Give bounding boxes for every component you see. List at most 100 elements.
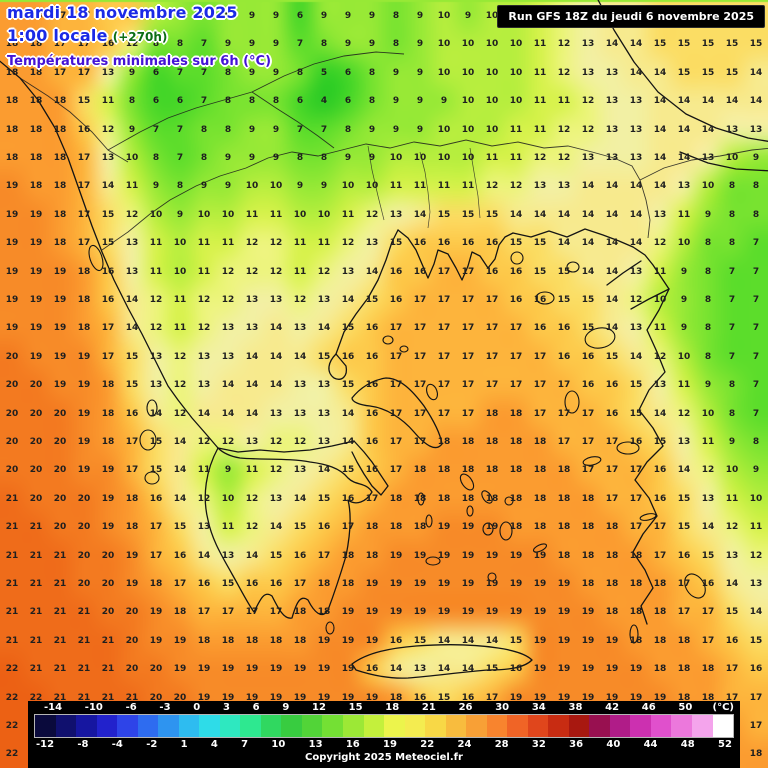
temp-value: 18 — [29, 96, 43, 107]
temp-value: 16 — [461, 238, 475, 249]
temp-value: 12 — [173, 380, 187, 391]
temp-value: 19 — [5, 181, 19, 192]
temp-value: 9 — [248, 39, 256, 50]
temp-value: 14 — [677, 124, 691, 135]
temp-value: 11 — [701, 437, 715, 447]
temp-value: 14 — [701, 124, 715, 135]
temp-value: 16 — [437, 238, 451, 249]
temp-value: 12 — [509, 181, 523, 192]
legend-label-top: 0 — [193, 702, 201, 713]
temp-value: 18 — [437, 493, 451, 504]
temp-value: 21 — [5, 635, 19, 646]
temp-value: 17 — [149, 522, 163, 533]
temp-value: 15 — [725, 39, 739, 50]
temp-value: 16 — [125, 11, 139, 21]
temp-value: 19 — [461, 550, 475, 561]
temp-value: 14 — [461, 635, 475, 646]
legend-label-bottom: -4 — [111, 739, 123, 750]
legend-label-top: 26 — [458, 702, 473, 713]
temp-value: 6 — [176, 96, 184, 107]
temp-value: 20 — [29, 380, 43, 391]
temp-value: 8 — [728, 380, 736, 391]
temp-value: 13 — [197, 380, 211, 391]
temp-value: 17 — [437, 408, 451, 419]
temp-value: 9 — [416, 67, 424, 78]
temp-value: 9 — [248, 153, 256, 163]
temp-value: 15 — [317, 351, 331, 362]
temp-value: 12 — [149, 323, 163, 334]
temp-value: 14 — [173, 493, 187, 504]
temp-value: 12 — [557, 124, 571, 135]
temp-value: 9 — [392, 67, 400, 78]
legend-label-bottom: 19 — [383, 739, 397, 750]
temp-value: 13 — [245, 323, 259, 334]
temp-value: 20 — [77, 493, 91, 504]
temp-value: 7 — [176, 124, 184, 135]
legend-label-bottom: 24 — [457, 739, 472, 750]
temp-value: 11 — [245, 209, 259, 220]
temp-value: 15 — [701, 39, 715, 50]
temp-value: 13 — [725, 550, 739, 561]
temp-value: 17 — [749, 692, 763, 703]
temp-value: 14 — [653, 153, 667, 163]
temp-value: 9 — [320, 11, 328, 21]
temp-value: 20 — [149, 664, 163, 675]
temp-value: 15 — [629, 380, 643, 391]
legend-segment — [342, 715, 364, 737]
temp-value: 15 — [317, 493, 331, 504]
temp-value: 7 — [728, 351, 736, 362]
temp-value: 18 — [557, 550, 571, 561]
legend-label-bottom: 28 — [494, 739, 509, 750]
temp-value: 11 — [509, 153, 523, 163]
temp-value: 10 — [293, 209, 307, 220]
temp-value: 19 — [389, 607, 403, 618]
temp-value: 11 — [221, 238, 235, 249]
temp-value: 19 — [53, 295, 67, 305]
temp-value: 14 — [605, 181, 619, 192]
temp-value: 11 — [197, 465, 211, 476]
temp-value: 18 — [509, 437, 523, 447]
temp-value: 7 — [752, 380, 760, 391]
temp-value: 9 — [416, 11, 424, 21]
temp-value: 16 — [653, 493, 667, 504]
temp-value: 17 — [125, 465, 139, 476]
temp-value: 16 — [461, 692, 475, 703]
temp-value: 10 — [341, 181, 355, 192]
temp-value: 7 — [200, 67, 208, 78]
temp-value: 8 — [200, 11, 208, 21]
temp-value: 15 — [749, 635, 763, 646]
temp-value: 19 — [29, 351, 43, 362]
temp-value: 19 — [149, 607, 163, 618]
temp-value: 19 — [77, 408, 91, 419]
temp-value: 14 — [101, 181, 115, 192]
temp-value: 15 — [173, 522, 187, 533]
temp-value: 9 — [224, 11, 232, 21]
temp-value: 8 — [176, 39, 184, 50]
temp-value: 17 — [77, 238, 91, 249]
temp-value: 15 — [653, 437, 667, 447]
temp-value: 12 — [269, 437, 283, 447]
temp-value: 12 — [581, 96, 595, 107]
temp-value: 10 — [437, 39, 451, 50]
temp-value: 19 — [341, 607, 355, 618]
temp-value: 17 — [461, 295, 475, 305]
temp-value: 16 — [413, 238, 427, 249]
temp-value: 10 — [485, 96, 499, 107]
temp-value: 8 — [368, 67, 376, 78]
temp-value: 16 — [533, 323, 547, 334]
temp-value: 16 — [197, 579, 211, 589]
temp-value: 12 — [557, 153, 571, 163]
legend-label-top: -10 — [84, 702, 103, 713]
temp-value: 19 — [77, 465, 91, 476]
temp-value: 8 — [728, 408, 736, 419]
temp-value: 14 — [725, 96, 739, 107]
temp-value: 13 — [749, 579, 763, 589]
temp-value: 10 — [413, 153, 427, 163]
temp-value: 7 — [728, 266, 736, 277]
temp-value: 19 — [485, 550, 499, 561]
temp-value: 13 — [701, 153, 715, 163]
temp-value: 17 — [389, 380, 403, 391]
temp-value: 19 — [245, 692, 259, 703]
temp-value: 14 — [437, 664, 451, 675]
temp-value: 18 — [5, 96, 19, 107]
